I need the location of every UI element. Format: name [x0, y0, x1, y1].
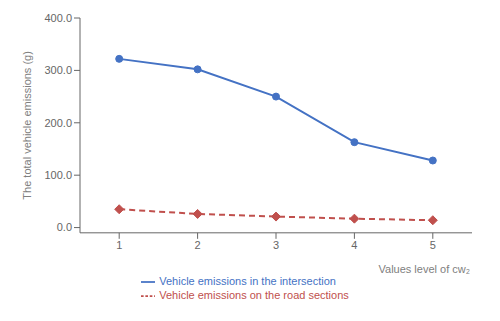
svg-text:5: 5	[430, 239, 436, 251]
svg-text:0.0: 0.0	[57, 221, 72, 233]
svg-text:3: 3	[273, 239, 279, 251]
svg-text:Values level of cw₂: Values level of cw₂	[379, 263, 471, 275]
svg-text:100.0: 100.0	[44, 169, 72, 181]
svg-text:4: 4	[351, 239, 357, 251]
html-text:Vehicle emissions on the road: Vehicle emissions on the road sections	[159, 288, 349, 301]
svg-text:400.0: 400.0	[44, 12, 72, 24]
svg-text:2: 2	[195, 239, 201, 251]
svg-text:The total vehicle emissions (g: The total vehicle emissions (g)	[21, 51, 33, 200]
svg-text:300.0: 300.0	[44, 64, 72, 76]
svg-text:200.0: 200.0	[44, 117, 72, 129]
html-text:Vehicle emissions in the inter: Vehicle emissions in the intersection	[159, 274, 336, 287]
svg-text:1: 1	[116, 239, 122, 251]
